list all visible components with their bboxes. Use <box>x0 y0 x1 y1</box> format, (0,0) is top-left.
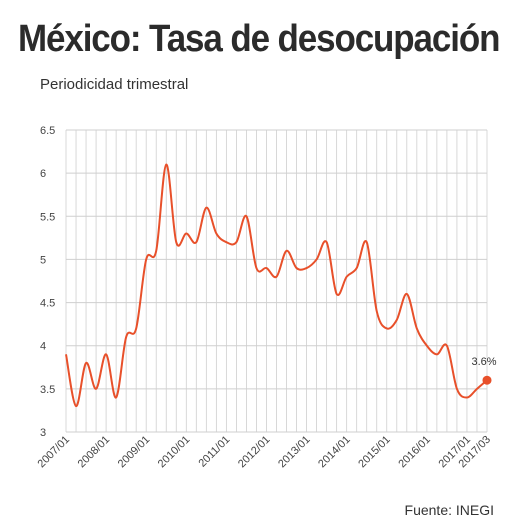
x-tick-label: 2011/01 <box>196 434 232 470</box>
y-tick-label: 5 <box>40 254 46 266</box>
y-tick-label: 3 <box>40 427 46 439</box>
x-tick-label: 2014/01 <box>316 434 353 471</box>
y-tick-label: 6.5 <box>40 125 55 137</box>
x-tick-label: 2015/01 <box>356 434 393 471</box>
y-tick-label: 4.5 <box>40 298 55 310</box>
chart-subtitle: Periodicidad trimestral <box>40 76 189 93</box>
x-tick-label: 2016/01 <box>396 434 433 471</box>
chart-title: México: Tasa de desocupación <box>18 18 500 60</box>
x-tick-label: 2012/01 <box>236 434 273 471</box>
x-tick-label: 2007/01 <box>36 434 73 471</box>
source-note: Fuente: INEGI <box>404 502 494 518</box>
x-tick-label: 2013/01 <box>276 434 313 471</box>
series-line <box>65 163 488 408</box>
last-value-label: 3.6% <box>471 356 496 368</box>
y-tick-label: 5.5 <box>40 211 55 223</box>
y-tick-label: 3.5 <box>40 384 55 396</box>
last-point-marker <box>482 375 492 385</box>
x-tick-label: 2008/01 <box>76 434 113 471</box>
x-tick-label: 2009/01 <box>116 434 153 471</box>
x-tick-label: 2010/01 <box>156 434 193 471</box>
y-tick-label: 4 <box>40 341 46 353</box>
y-tick-label: 6 <box>40 168 46 180</box>
